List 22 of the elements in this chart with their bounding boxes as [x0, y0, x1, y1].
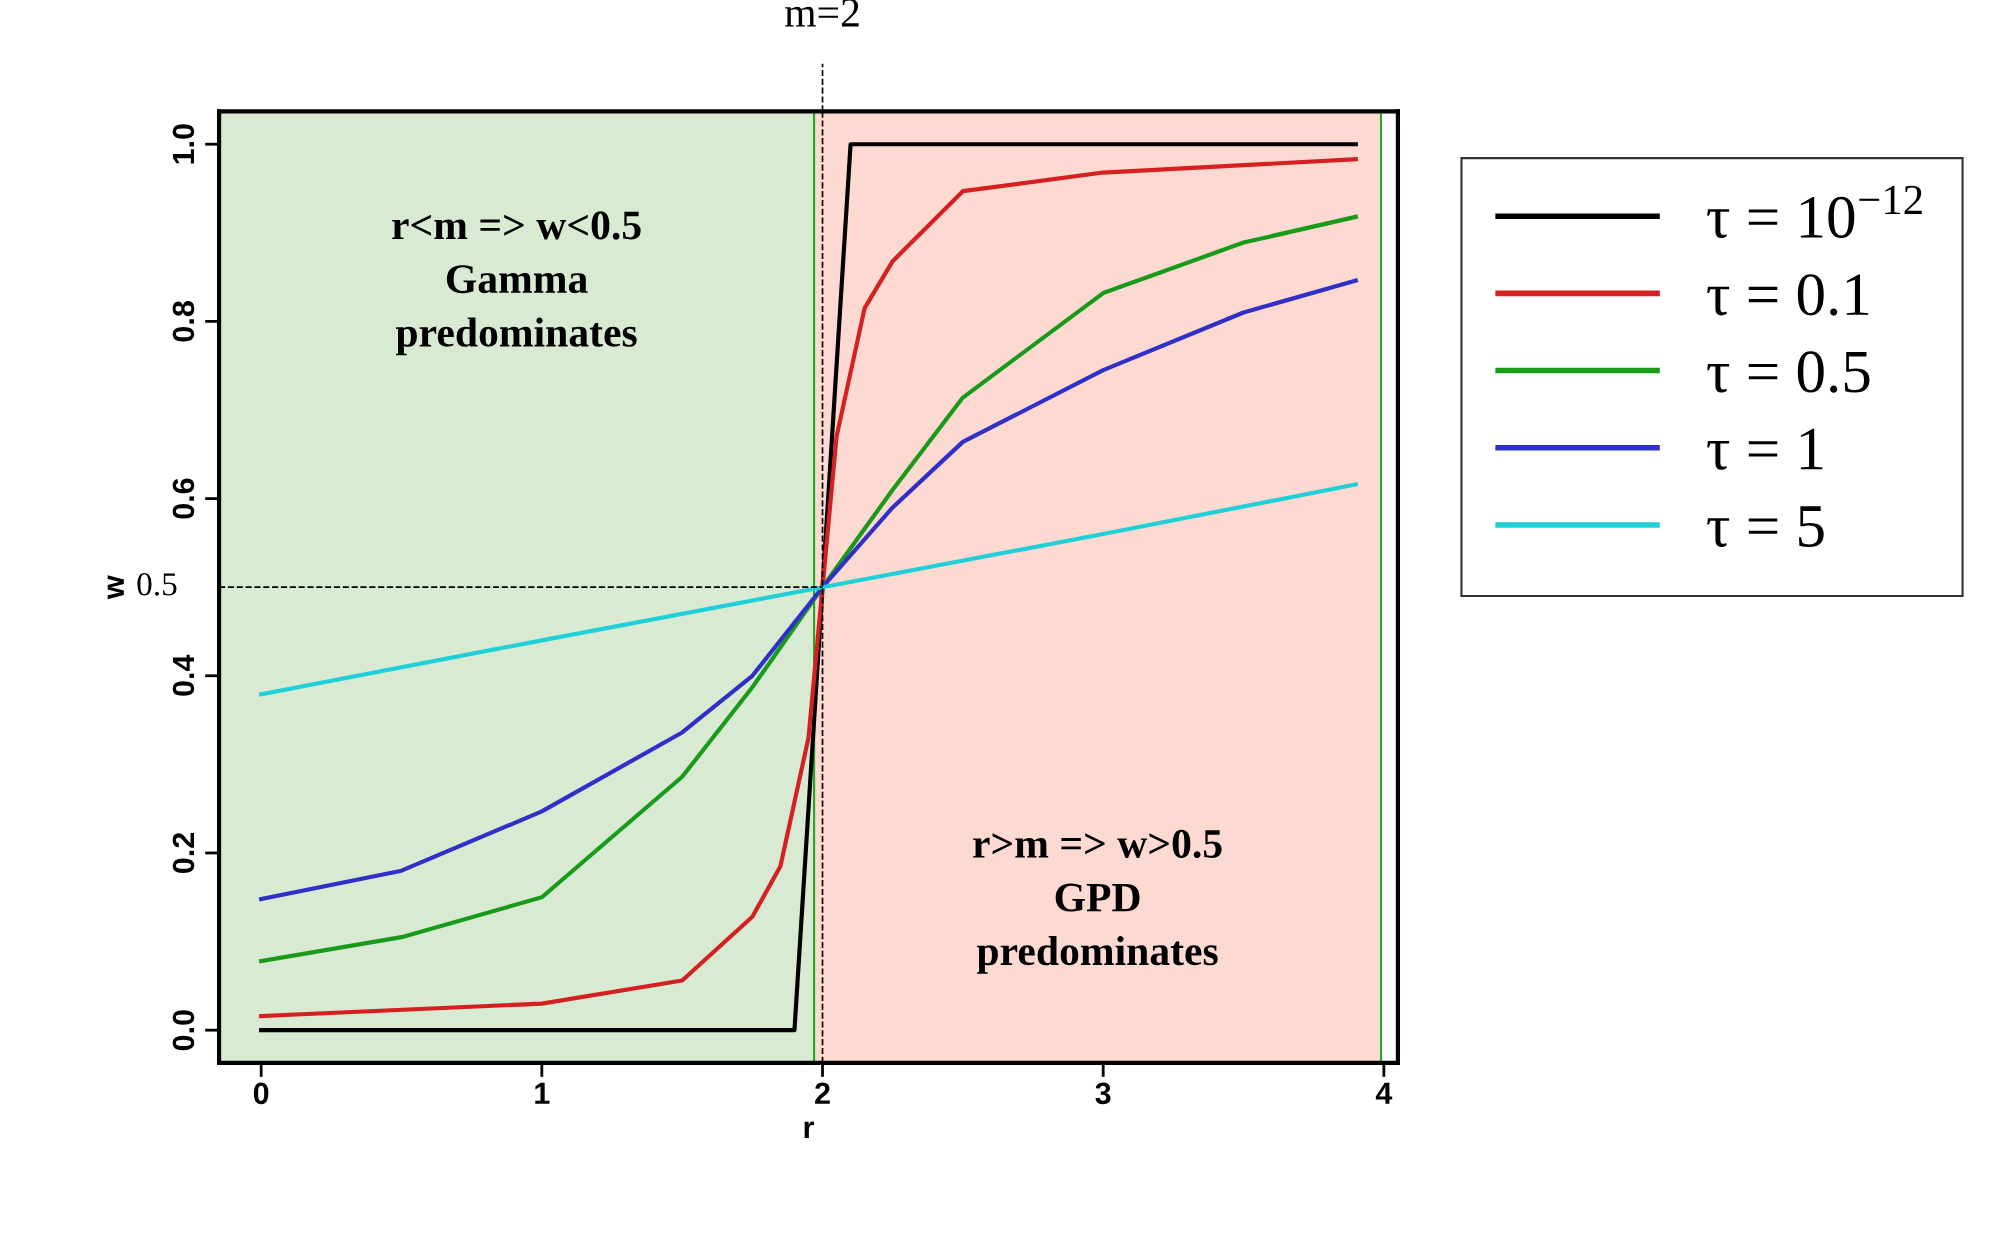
y-axis-title: w	[107, 575, 124, 600]
x-axis-title: r	[804, 1121, 814, 1138]
y-tick-label: 0.4	[172, 654, 195, 696]
y-tick-label: 1.0	[172, 124, 195, 164]
ref-line-label: 0.5	[137, 573, 177, 596]
legend-label: τ = 0.1	[1707, 274, 1869, 316]
x-tick-label: 3	[1095, 1082, 1111, 1105]
x-tick-label: 0	[253, 1082, 269, 1105]
x-tick-label: 2	[815, 1082, 830, 1104]
y-tick-label: 0.6	[172, 478, 195, 519]
y-tick-label: 0.8	[172, 301, 195, 342]
y-tick-label: 0.0	[172, 1010, 195, 1051]
legend-label: τ = 10$^{−12}$	[1707, 185, 1922, 238]
x-tick-label: 4	[1375, 1082, 1393, 1104]
band-label: r<m => w<0.5 Gamma predominates	[392, 211, 641, 356]
x-tick-label: 1	[535, 1082, 550, 1104]
band-label: r>m => w>0.5 GPD predominates	[973, 829, 1222, 974]
line-series	[259, 482, 1358, 697]
legend-label: τ = 5	[1707, 506, 1824, 547]
legend-label: τ = 1	[1707, 428, 1823, 470]
legend-label: τ = 0.5	[1707, 351, 1870, 393]
y-tick-label: 0.2	[172, 832, 195, 873]
